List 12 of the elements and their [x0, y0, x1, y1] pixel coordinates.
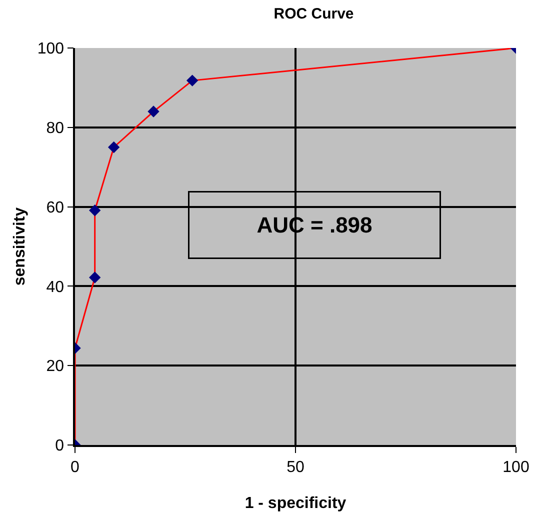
y-tick-label: 20 [46, 358, 64, 376]
y-tick-label: 80 [46, 120, 64, 137]
x-axis-title: 1 - specificity [244, 495, 346, 512]
y-tick-label: 40 [46, 278, 64, 296]
x-tick-label: 0 [70, 458, 80, 476]
x-tick-label: 100 [502, 458, 530, 476]
y-axis-title: sensitivity [12, 207, 29, 286]
y-tick-label: 60 [46, 199, 64, 216]
y-tick-label: 100 [37, 40, 64, 58]
chart-title: ROC Curve [274, 5, 354, 22]
x-tick-label: 50 [286, 458, 304, 476]
y-tick-label: 0 [55, 438, 64, 455]
